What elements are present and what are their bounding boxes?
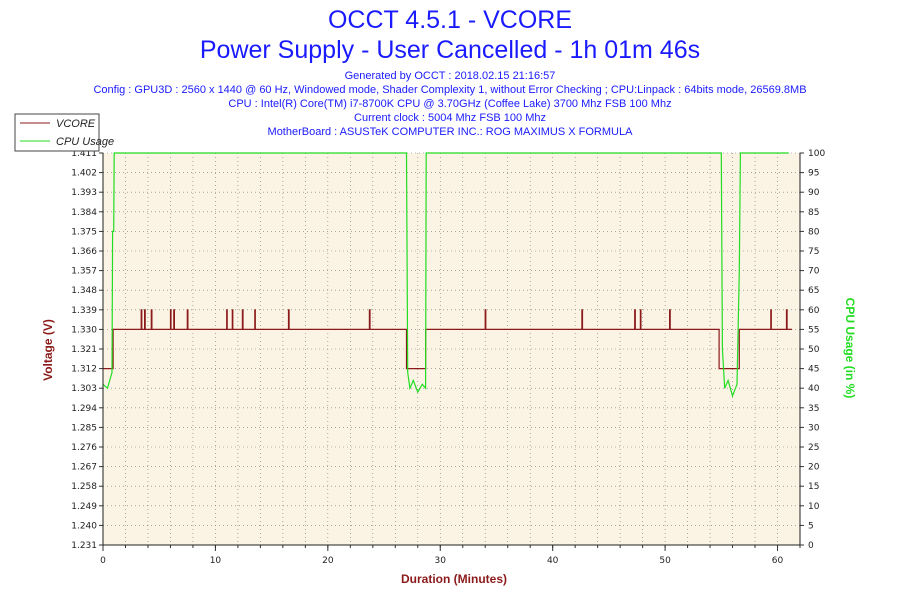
legend-cpu-usage-label: CPU Usage <box>56 136 114 148</box>
y-tick-label: 1.321 <box>71 345 97 355</box>
y-tick-label: 1.312 <box>71 365 97 375</box>
info-cpu: CPU : Intel(R) Core(TM) i7-8700K CPU @ 3… <box>228 98 672 110</box>
x-tick-label: 50 <box>659 556 671 566</box>
series-layer <box>102 152 793 398</box>
y-right-tick-label: 40 <box>808 384 820 394</box>
x-tick-label: 0 <box>100 556 106 566</box>
y-right-tick-label: 95 <box>808 169 819 179</box>
series-line-vcore <box>103 309 793 370</box>
info-motherboard: MotherBoard : ASUSTeK COMPUTER INC.: ROG… <box>267 126 633 138</box>
y-right-tick-label: 50 <box>808 345 820 355</box>
info-generated: Generated by OCCT : 2018.02.15 21:16:57 <box>344 70 556 82</box>
chart-title: OCCT 4.5.1 - VCORE <box>327 6 573 34</box>
y-tick-label: 1.348 <box>71 286 97 296</box>
y-right-tick-label: 55 <box>808 325 819 335</box>
x-axis-label: Duration (Minutes) <box>401 572 507 586</box>
y-right-tick-label: 0 <box>808 541 814 551</box>
y-tick-label: 1.384 <box>71 208 97 218</box>
y-tick-label: 1.294 <box>71 404 97 414</box>
y-tick-label: 1.276 <box>71 443 97 453</box>
y-tick-label: 1.231 <box>71 541 97 551</box>
y-right-tick-label: 45 <box>808 365 819 375</box>
y-right-tick-label: 30 <box>808 423 820 433</box>
x-tick-label: 20 <box>322 556 334 566</box>
y-tick-label: 1.393 <box>71 188 97 198</box>
axes: 1.231 1.240 1.249 1.258 1.267 1.276 1.285 1.294… <box>71 149 825 566</box>
y-right-tick-label: 25 <box>808 443 819 453</box>
y-right-tick-label: 80 <box>808 227 820 237</box>
y-tick-label: 1.402 <box>71 169 97 179</box>
y-right-tick-label: 85 <box>808 208 819 218</box>
info-config: Config : GPU3D : 2560 x 1440 @ 60 Hz, Wi… <box>93 84 807 96</box>
y-axis-right-label: CPU Usage (in %) <box>843 298 857 399</box>
chart-subtitle: Power Supply - User Cancelled - 1h 01m 4… <box>199 36 701 64</box>
legend-vcore-label: VCORE <box>56 118 96 130</box>
y-tick-label: 1.303 <box>71 384 97 394</box>
y-right-tick-label: 35 <box>808 404 819 414</box>
y-tick-label: 1.411 <box>71 149 97 159</box>
y-axis-label: Voltage (V) <box>41 319 55 381</box>
x-tick-label: 40 <box>547 556 559 566</box>
y-right-tick-label: 90 <box>808 188 820 198</box>
y-tick-label: 1.366 <box>71 247 97 257</box>
y-right-tick-label: 15 <box>808 482 819 492</box>
y-right-tick-label: 100 <box>808 149 825 159</box>
legend: VCORE CPU Usage <box>14 113 114 152</box>
info-clock: Current clock : 5004 Mhz FSB 100 Mhz <box>354 112 546 124</box>
y-right-tick-label: 5 <box>808 521 814 531</box>
y-tick-label: 1.375 <box>71 227 97 237</box>
x-tick-label: 10 <box>210 556 222 566</box>
legend-box <box>14 113 100 152</box>
y-right-tick-label: 65 <box>808 286 819 296</box>
y-tick-label: 1.240 <box>71 521 97 531</box>
y-tick-label: 1.330 <box>71 325 97 335</box>
y-tick-label: 1.249 <box>71 502 97 512</box>
x-tick-label: 60 <box>772 556 784 566</box>
y-right-tick-label: 75 <box>808 247 819 257</box>
y-tick-label: 1.339 <box>71 306 97 316</box>
y-right-tick-label: 10 <box>808 502 820 512</box>
y-tick-label: 1.285 <box>71 423 97 433</box>
y-right-tick-label: 60 <box>808 306 820 316</box>
y-right-tick-label: 70 <box>808 267 820 277</box>
y-tick-label: 1.258 <box>71 482 97 492</box>
series-line-cpu-usage <box>102 152 789 398</box>
x-tick-label: 30 <box>435 556 447 566</box>
y-tick-label: 1.357 <box>71 267 97 277</box>
y-right-tick-label: 20 <box>808 463 820 473</box>
grid <box>102 152 801 546</box>
y-tick-label: 1.267 <box>71 463 97 473</box>
